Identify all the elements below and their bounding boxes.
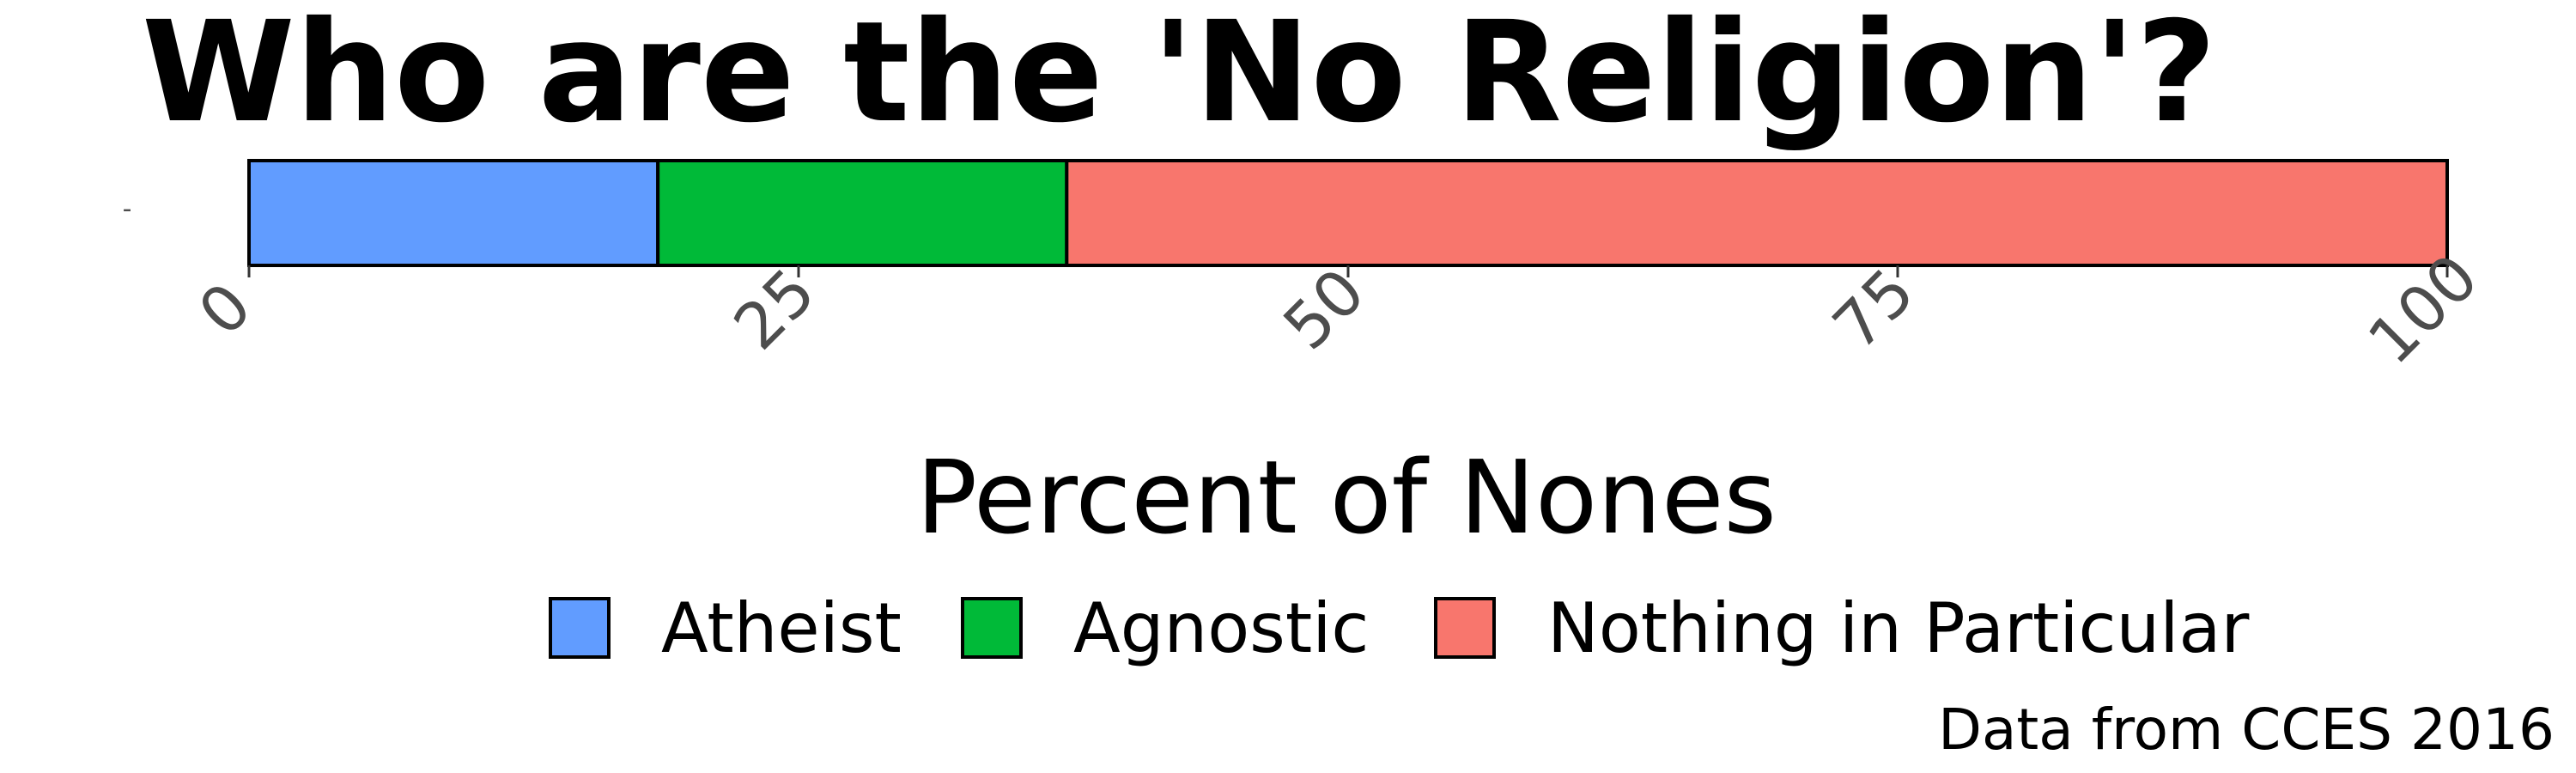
chart-title: Who are the 'No Religion'? bbox=[142, 0, 2216, 154]
legend-label: Nothing in Particular bbox=[1547, 588, 2249, 668]
x-tick-label: 50 bbox=[1270, 255, 1379, 364]
x-tick-label: 25 bbox=[720, 255, 829, 364]
bar-segments bbox=[247, 159, 2449, 267]
legend-swatch-agnostic bbox=[961, 597, 1023, 659]
bar-segment-nothing-in-particular bbox=[1065, 159, 2449, 267]
y-category-label: - bbox=[123, 194, 132, 224]
x-tick-label: 0 bbox=[185, 269, 265, 350]
legend-swatch-nothing-in-particular bbox=[1434, 597, 1496, 659]
x-axis-title: Percent of Nones bbox=[916, 438, 1777, 557]
bar-segment-agnostic bbox=[656, 159, 1069, 267]
legend-swatch-atheist bbox=[549, 597, 611, 659]
bar-segment-atheist bbox=[247, 159, 660, 267]
x-tick-label: 75 bbox=[1820, 255, 1929, 364]
chart-caption: Data from CCES 2016 bbox=[1938, 697, 2555, 763]
legend: Atheist Agnostic Nothing in Particular bbox=[549, 588, 2249, 668]
legend-label: Atheist bbox=[661, 588, 902, 668]
legend-label: Agnostic bbox=[1073, 588, 1369, 668]
